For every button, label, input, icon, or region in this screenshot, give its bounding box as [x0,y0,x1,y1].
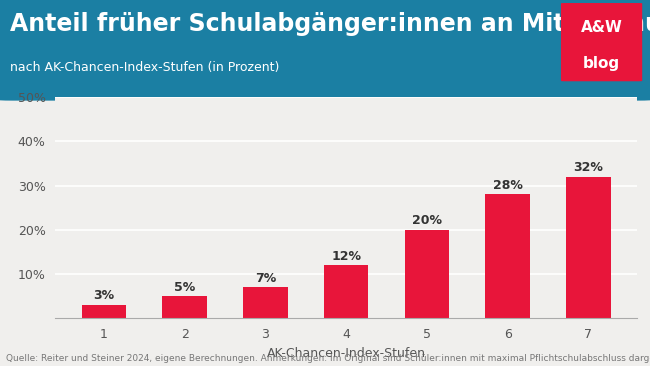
Text: 28%: 28% [493,179,523,192]
Text: 3%: 3% [94,290,114,302]
Text: Anteil früher Schulabgänger:innen an Mittelschulen: Anteil früher Schulabgänger:innen an Mit… [10,12,650,36]
FancyBboxPatch shape [561,3,642,81]
Text: nach AK-Chancen-Index-Stufen (in Prozent): nach AK-Chancen-Index-Stufen (in Prozent… [10,61,279,74]
Text: 12%: 12% [331,250,361,263]
Bar [324,265,369,318]
Bar [486,194,530,318]
Bar [162,296,207,318]
FancyBboxPatch shape [0,0,650,101]
Bar [566,177,610,318]
Bar [243,287,287,318]
Text: 5%: 5% [174,281,195,294]
Text: blog: blog [583,56,620,71]
Bar [82,305,126,318]
X-axis label: AK-Chancen-Index-Stufen: AK-Chancen-Index-Stufen [266,347,426,360]
Bar [405,230,449,318]
Text: Quelle: Reiter und Steiner 2024, eigene Berechnungen. Anmerkungen: Im Original s: Quelle: Reiter und Steiner 2024, eigene … [6,354,650,363]
Text: 7%: 7% [255,272,276,285]
Text: 20%: 20% [412,214,442,227]
Text: 32%: 32% [573,161,603,174]
Text: A&W: A&W [580,20,623,35]
